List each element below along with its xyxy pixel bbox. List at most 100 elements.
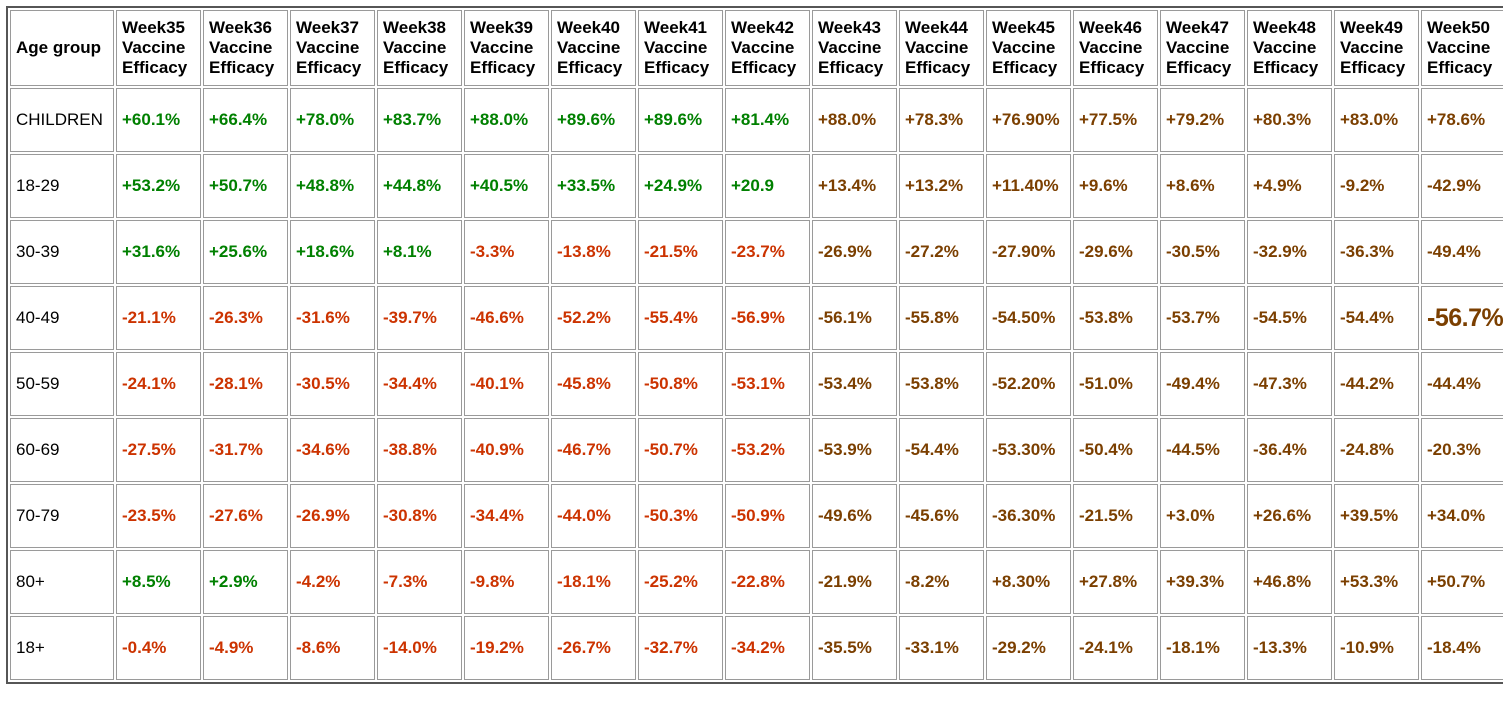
efficacy-cell: -24.1% [116, 352, 201, 416]
efficacy-cell: -30.5% [1160, 220, 1245, 284]
efficacy-cell: -30.8% [377, 484, 462, 548]
efficacy-cell: -4.2% [290, 550, 375, 614]
efficacy-cell: +31.6% [116, 220, 201, 284]
efficacy-cell: +8.5% [116, 550, 201, 614]
efficacy-cell: +2.9% [203, 550, 288, 614]
efficacy-cell: +80.3% [1247, 88, 1332, 152]
efficacy-cell: -35.5% [812, 616, 897, 680]
efficacy-cell: +8.30% [986, 550, 1071, 614]
week-header-week47: Week47 Vaccine Efficacy [1160, 10, 1245, 86]
table-row-70-79: 70-79 -23.5% -27.6% -26.9% -30.8% -34.4% -44.0… [10, 484, 1503, 548]
efficacy-cell: -21.9% [812, 550, 897, 614]
week-header-week41: Week41 Vaccine Efficacy [638, 10, 723, 86]
efficacy-cell: +8.1% [377, 220, 462, 284]
efficacy-cell: -45.8% [551, 352, 636, 416]
efficacy-cell: -3.3% [464, 220, 549, 284]
efficacy-cell: -27.2% [899, 220, 984, 284]
efficacy-cell: -23.7% [725, 220, 810, 284]
efficacy-cell: +53.3% [1334, 550, 1419, 614]
efficacy-cell: -44.0% [551, 484, 636, 548]
age-group-label: 40-49 [10, 286, 114, 350]
efficacy-cell: -55.8% [899, 286, 984, 350]
week-header-week35: Week35 Vaccine Efficacy [116, 10, 201, 86]
week-header-week44: Week44 Vaccine Efficacy [899, 10, 984, 86]
efficacy-cell: -27.90% [986, 220, 1071, 284]
efficacy-cell: +77.5% [1073, 88, 1158, 152]
efficacy-cell: -27.6% [203, 484, 288, 548]
efficacy-cell: +40.5% [464, 154, 549, 218]
efficacy-cell: -50.7% [638, 418, 723, 482]
age-group-label: 18-29 [10, 154, 114, 218]
efficacy-cell: -50.9% [725, 484, 810, 548]
table-row-50-59: 50-59 -24.1% -28.1% -30.5% -34.4% -40.1% -45.8… [10, 352, 1503, 416]
efficacy-cell: +20.9 [725, 154, 810, 218]
efficacy-cell: -34.2% [725, 616, 810, 680]
table-row-18-29: 18-29 +53.2% +50.7% +48.8% +44.8% +40.5% +33.5… [10, 154, 1503, 218]
efficacy-cell: +78.0% [290, 88, 375, 152]
efficacy-cell: +79.2% [1160, 88, 1245, 152]
efficacy-cell: -39.7% [377, 286, 462, 350]
efficacy-cell: -38.8% [377, 418, 462, 482]
efficacy-cell: +50.7% [203, 154, 288, 218]
table-row-80-: 80+ +8.5% +2.9% -4.2% -7.3% -9.8% -18.1% -25.2%… [10, 550, 1503, 614]
efficacy-cell: -9.8% [464, 550, 549, 614]
efficacy-cell: +13.2% [899, 154, 984, 218]
efficacy-cell: -21.5% [1073, 484, 1158, 548]
efficacy-cell: +53.2% [116, 154, 201, 218]
efficacy-cell: +24.9% [638, 154, 723, 218]
efficacy-cell: -30.5% [290, 352, 375, 416]
efficacy-cell: +78.3% [899, 88, 984, 152]
vaccine-efficacy-table: Age group Week35 Vaccine Efficacy Week36 … [6, 6, 1503, 684]
table-row-children: CHILDREN +60.1% +66.4% +78.0% +83.7% +88.0% +8… [10, 88, 1503, 152]
efficacy-cell: -20.3% [1421, 418, 1503, 482]
efficacy-cell: -44.4% [1421, 352, 1503, 416]
efficacy-cell: -32.9% [1247, 220, 1332, 284]
efficacy-cell: -0.4% [116, 616, 201, 680]
efficacy-cell: +46.8% [1247, 550, 1332, 614]
efficacy-cell: -18.1% [551, 550, 636, 614]
efficacy-cell: -18.1% [1160, 616, 1245, 680]
efficacy-cell: -49.4% [1160, 352, 1245, 416]
efficacy-cell: -34.4% [464, 484, 549, 548]
efficacy-cell: -50.3% [638, 484, 723, 548]
efficacy-cell: -25.2% [638, 550, 723, 614]
efficacy-cell: -26.9% [290, 484, 375, 548]
efficacy-cell: -31.7% [203, 418, 288, 482]
efficacy-cell: -50.4% [1073, 418, 1158, 482]
week-header-week38: Week38 Vaccine Efficacy [377, 10, 462, 86]
efficacy-cell: -46.6% [464, 286, 549, 350]
week-header-week48: Week48 Vaccine Efficacy [1247, 10, 1332, 86]
efficacy-cell: -8.2% [899, 550, 984, 614]
age-group-label: 18+ [10, 616, 114, 680]
efficacy-cell: -8.6% [290, 616, 375, 680]
efficacy-cell: +83.7% [377, 88, 462, 152]
efficacy-cell: +26.6% [1247, 484, 1332, 548]
efficacy-cell: -40.9% [464, 418, 549, 482]
efficacy-cell: -21.5% [638, 220, 723, 284]
efficacy-cell: +4.9% [1247, 154, 1332, 218]
efficacy-cell: +83.0% [1334, 88, 1419, 152]
efficacy-cell: -26.7% [551, 616, 636, 680]
efficacy-cell: -28.1% [203, 352, 288, 416]
efficacy-cell: -56.9% [725, 286, 810, 350]
efficacy-cell: -54.4% [1334, 286, 1419, 350]
efficacy-cell: -53.1% [725, 352, 810, 416]
efficacy-cell: +78.6% [1421, 88, 1503, 152]
efficacy-cell: -36.4% [1247, 418, 1332, 482]
efficacy-cell: +25.6% [203, 220, 288, 284]
efficacy-cell: -52.2% [551, 286, 636, 350]
efficacy-cell: -36.30% [986, 484, 1071, 548]
table-row-18-: 18+ -0.4% -4.9% -8.6% -14.0% -19.2% -26.7% -32.… [10, 616, 1503, 680]
efficacy-cell: -47.3% [1247, 352, 1332, 416]
efficacy-cell: -53.7% [1160, 286, 1245, 350]
efficacy-cell: +33.5% [551, 154, 636, 218]
efficacy-cell: -13.8% [551, 220, 636, 284]
efficacy-cell: -53.2% [725, 418, 810, 482]
efficacy-cell: +18.6% [290, 220, 375, 284]
age-group-label: 50-59 [10, 352, 114, 416]
efficacy-cell: -14.0% [377, 616, 462, 680]
efficacy-cell: -49.6% [812, 484, 897, 548]
efficacy-cell: -44.5% [1160, 418, 1245, 482]
efficacy-cell: -53.8% [899, 352, 984, 416]
efficacy-cell: -21.1% [116, 286, 201, 350]
